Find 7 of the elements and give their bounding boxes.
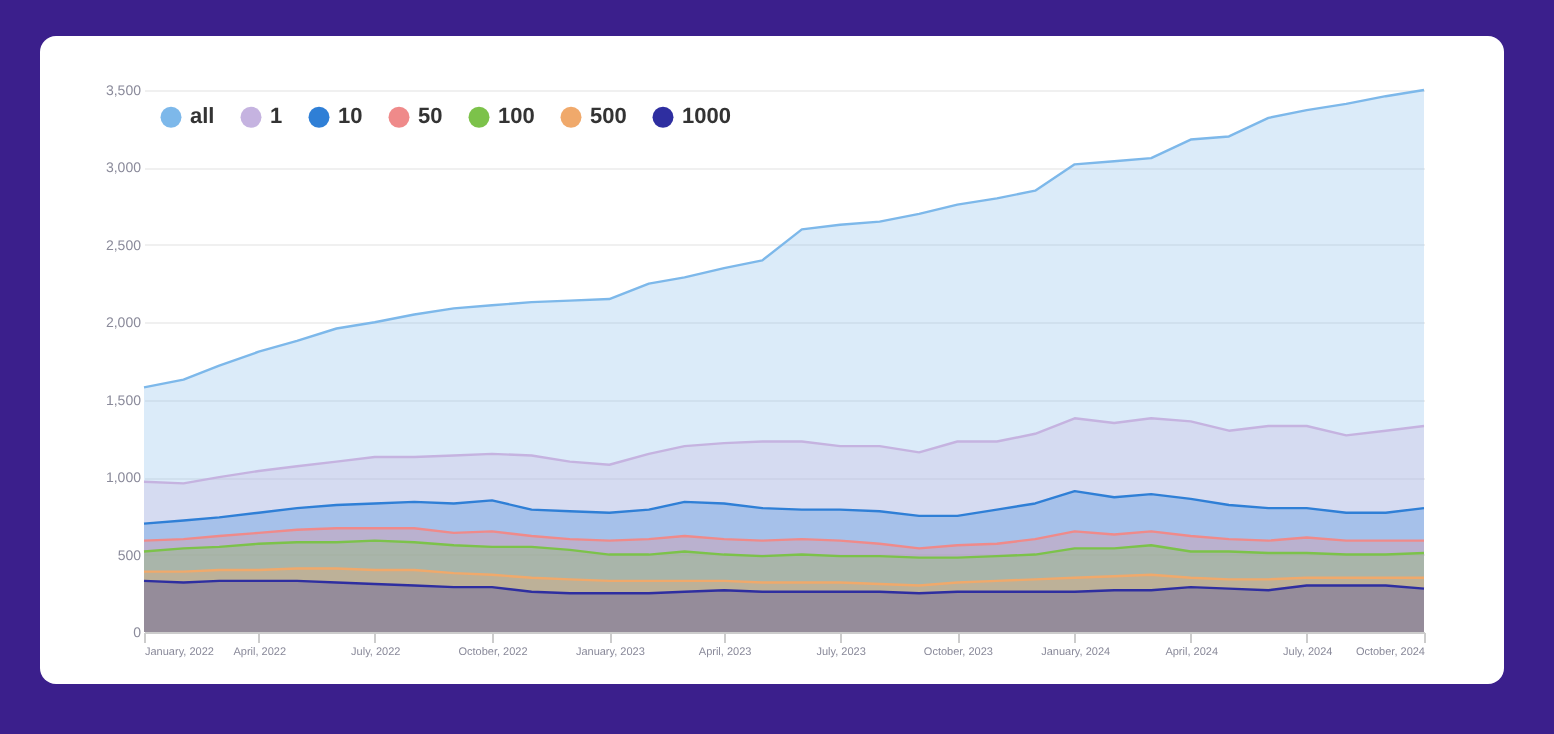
legend-label: all bbox=[190, 105, 215, 130]
legend-label: 1 bbox=[270, 105, 283, 130]
legend-label: 100 bbox=[498, 105, 535, 130]
legend-label: 10 bbox=[338, 105, 363, 130]
legend-label: 1000 bbox=[682, 105, 731, 130]
legend-label: 500 bbox=[590, 105, 627, 130]
legend-label: 50 bbox=[418, 105, 443, 130]
